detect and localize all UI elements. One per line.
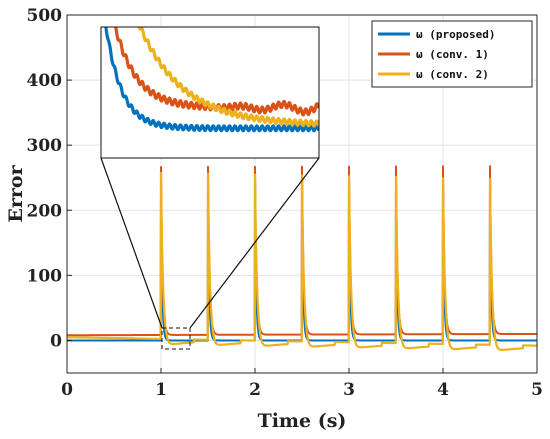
- inset-frame-bg: [101, 27, 319, 158]
- y-tick-label: 0: [50, 331, 62, 351]
- y-axis-label: Error: [5, 164, 27, 222]
- inset-connector-right: [189, 157, 320, 329]
- y-tick-label: 400: [27, 71, 63, 91]
- inset-frame: [100, 26, 320, 159]
- inset-series-layer: [104, 27, 319, 133]
- legend-label-conv2: ω (conv. 2): [416, 68, 489, 81]
- series-conv2-line: [66, 171, 538, 351]
- x-axis-label: Time (s): [258, 410, 347, 432]
- x-tick-label: 4: [437, 380, 449, 400]
- x-tick-label: 3: [343, 380, 355, 400]
- series-layer: [66, 165, 538, 351]
- y-tick-label: 500: [27, 6, 63, 26]
- inset-conv2-line: [137, 27, 319, 128]
- x-tick-label: 5: [531, 380, 543, 400]
- legend: ω (proposed) ω (conv. 1) ω (conv. 2): [371, 20, 533, 88]
- legend-label-proposed: ω (proposed): [416, 28, 495, 41]
- y-tick-label: 300: [27, 136, 63, 156]
- inset-plot: [100, 26, 320, 159]
- inset-connector-left: [100, 157, 163, 329]
- y-tick-label: 200: [27, 201, 63, 221]
- plot-frame: [66, 14, 538, 374]
- x-tick-label: 1: [155, 380, 167, 400]
- zoom-region-marker: [161, 327, 191, 350]
- y-tick-label: 100: [27, 266, 63, 286]
- series-conv1-line: [66, 165, 538, 337]
- x-tick-label: 2: [249, 380, 261, 400]
- legend-label-conv1: ω (conv. 1): [416, 48, 489, 61]
- axis-ticks: 0 1 2 3 4 5 0 100 200 300 400 500: [27, 6, 543, 400]
- x-tick-label: 0: [61, 380, 73, 400]
- inset-proposed-line: [104, 27, 319, 133]
